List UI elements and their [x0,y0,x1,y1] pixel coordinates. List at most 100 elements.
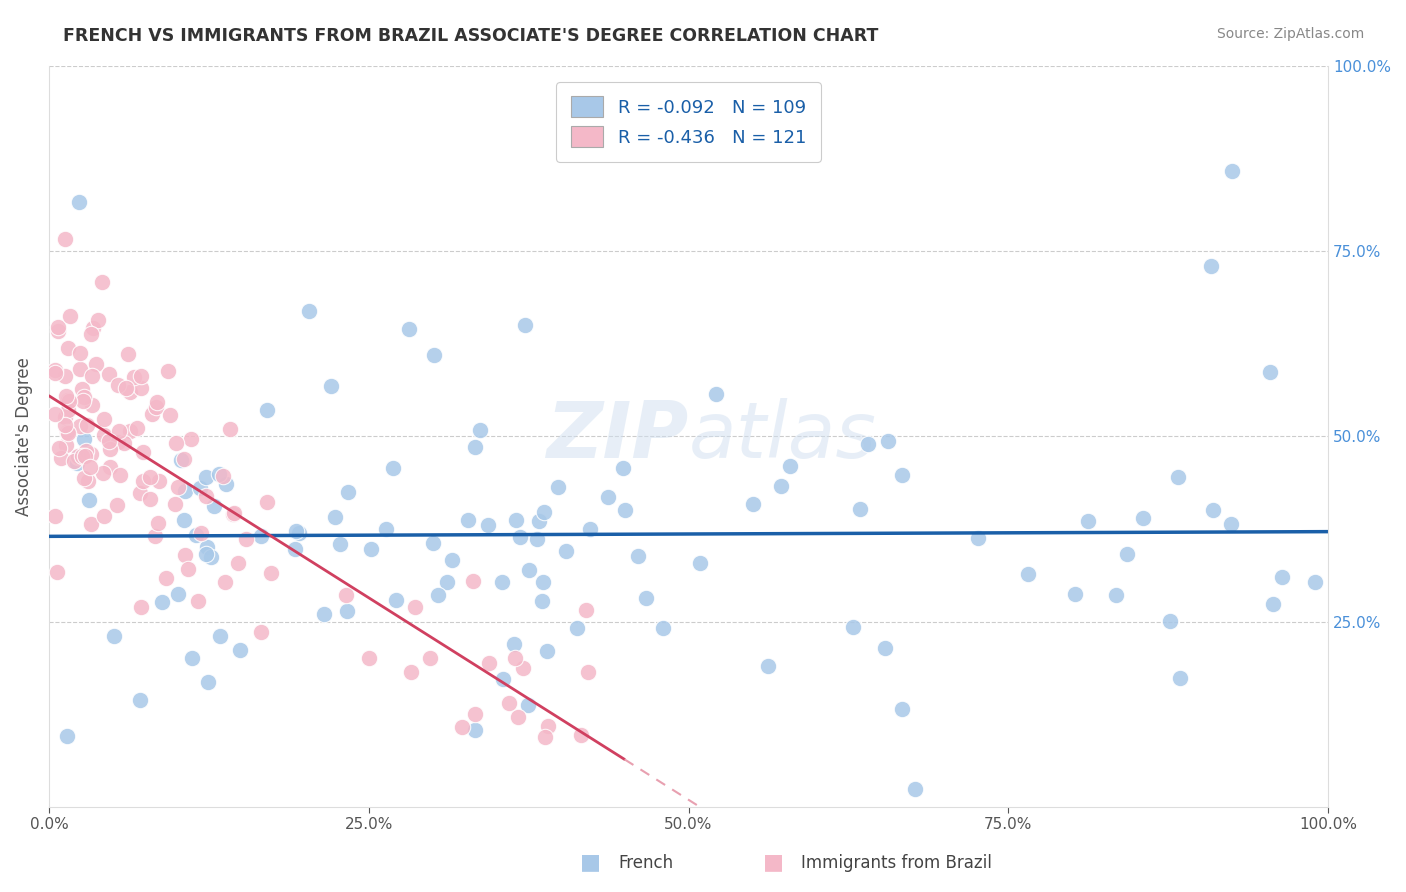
Point [634,591,657,605]
Text: FRENCH VS IMMIGRANTS FROM BRAZIL ASSOCIATE'S DEGREE CORRELATION CHART: FRENCH VS IMMIGRANTS FROM BRAZIL ASSOCIA… [63,27,879,45]
Point [336,484,359,499]
Point [77,475,100,489]
Point [464,440,486,454]
Point [457,513,479,527]
Point [82,320,104,334]
Point [174,548,197,562]
Point [222,507,245,521]
Point [195,547,218,561]
Point [461,574,484,589]
Point [547,480,569,494]
Point [284,524,307,538]
Point [967,531,990,545]
Point [508,710,530,724]
Point [69,419,91,434]
Point [492,672,515,686]
Text: atlas: atlas [689,399,876,475]
Point [756,659,779,673]
Point [512,661,534,675]
Point [229,643,252,657]
Text: French: French [619,855,673,872]
Point [180,432,202,446]
Point [107,435,129,450]
Point [219,422,242,436]
Point [537,718,560,732]
Point [877,434,900,449]
Point [170,453,193,467]
Point [125,421,148,435]
Point [58,403,80,417]
Point [536,644,558,658]
Point [66,456,89,470]
Point [55,389,77,403]
Point [75,443,97,458]
Point [516,698,538,712]
Point [1258,365,1281,379]
Point [139,470,162,484]
Point [848,501,870,516]
Point [531,594,554,608]
Point [188,481,211,495]
Legend: R = -0.092   N = 109, R = -0.436   N = 121: R = -0.092 N = 109, R = -0.436 N = 121 [557,82,821,161]
Point [44,408,66,422]
Point [202,499,225,513]
Point [93,509,115,524]
Point [186,527,208,541]
Point [517,563,540,577]
Point [565,621,588,635]
Point [55,418,77,433]
Point [689,556,711,570]
Point [298,304,321,318]
Point [132,445,155,459]
Point [84,357,107,371]
Point [335,588,357,602]
Point [138,491,160,506]
Point [108,424,131,438]
Point [509,530,531,544]
Point [155,572,177,586]
Point [128,485,150,500]
Point [150,595,173,609]
Point [399,665,422,680]
Point [214,476,236,491]
Point [187,593,209,607]
Point [256,402,278,417]
Point [56,426,79,441]
Point [53,409,76,424]
Point [627,549,650,563]
Point [105,498,128,512]
Point [66,450,89,464]
Point [288,526,311,541]
Point [770,479,793,493]
Point [122,369,145,384]
Point [614,502,637,516]
Point [1116,548,1139,562]
Point [80,369,103,384]
Point [118,385,141,400]
Point [235,533,257,547]
Point [1168,671,1191,685]
Point [576,665,599,679]
Point [214,575,236,590]
Point [117,347,139,361]
Point [48,441,70,455]
Point [98,442,121,457]
Point [67,195,90,210]
Point [323,510,346,524]
Point [173,451,195,466]
Point [197,675,219,690]
Point [404,600,426,615]
Point [477,518,499,533]
Point [451,719,474,733]
Text: Immigrants from Brazil: Immigrants from Brazil [801,855,993,872]
Point [1132,511,1154,525]
Point [321,379,343,393]
Point [91,275,114,289]
Point [180,650,202,665]
Point [596,490,619,504]
Point [1261,597,1284,611]
Point [575,603,598,617]
Point [66,450,89,464]
Point [569,728,592,742]
Point [208,467,231,482]
